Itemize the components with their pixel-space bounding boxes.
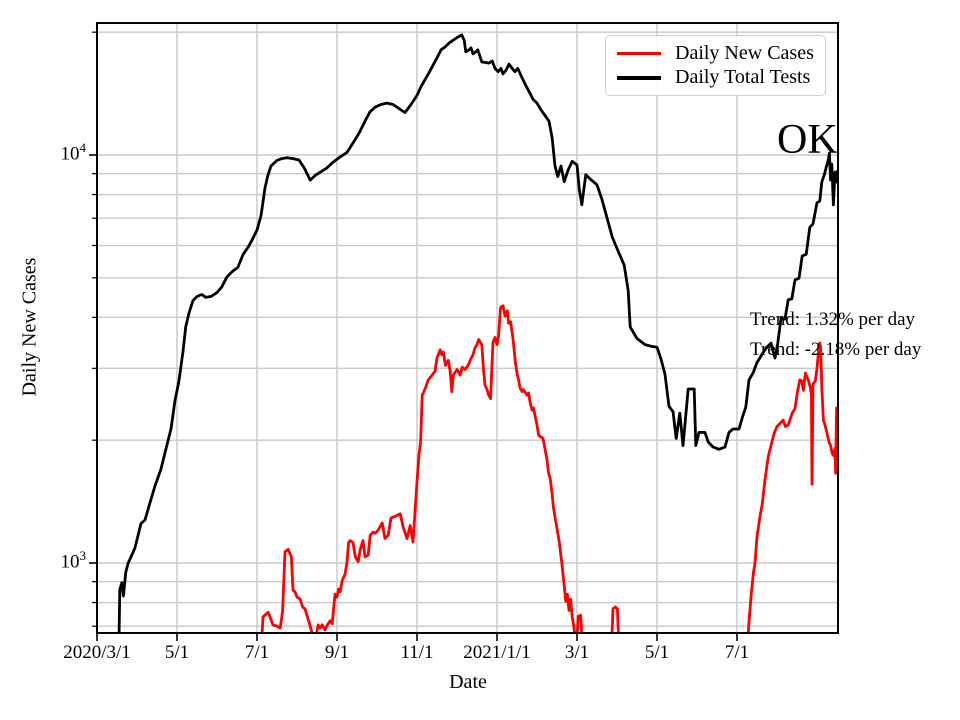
trend-down-annotation: Trend: -2.18% per day: [750, 339, 922, 360]
axis-tick-marks: [89, 31, 738, 641]
axes-spines: [96, 22, 839, 634]
trend-up-annotation: Trend: 1.32% per day: [750, 309, 915, 330]
daily-new-cases-line: [575, 613, 584, 633]
x-tick-label: 9/1: [324, 642, 350, 663]
legend-label: Daily Total Tests: [675, 66, 811, 89]
x-tick-label: 7/1: [244, 642, 270, 663]
y-axis-title: Daily New Cases: [18, 257, 41, 397]
black-line-swatch-icon: [617, 76, 661, 80]
x-tick-label: 3/1: [564, 642, 590, 663]
legend-label: Daily New Cases: [675, 41, 814, 64]
daily-new-cases-line: [610, 605, 620, 633]
x-axis-title: Date: [449, 671, 487, 693]
y-tick-label: 104: [60, 140, 87, 165]
state-code-annotation: OK: [777, 117, 838, 163]
red-line-swatch-icon: [617, 51, 661, 55]
x-tick-label: 5/1: [164, 642, 190, 663]
y-tick-label: 103: [60, 548, 87, 573]
legend-entry-daily-total-tests: Daily Total Tests: [617, 66, 814, 89]
data-curves: [117, 33, 838, 633]
x-tick-label: 2021/1/1: [463, 642, 531, 663]
daily-new-cases-line: [260, 304, 577, 633]
daily-total-tests-line: [117, 33, 838, 633]
legend-entry-daily-new-cases: Daily New Cases: [617, 42, 814, 65]
legend-box: Daily New Cases Daily Total Tests: [605, 35, 826, 96]
x-tick-label: 11/1: [400, 642, 434, 663]
x-tick-label: 5/1: [644, 642, 670, 663]
x-tick-label: 7/1: [724, 642, 750, 663]
x-tick-label: 2020/3/1: [63, 642, 131, 663]
daily-new-cases-line: [746, 341, 838, 633]
